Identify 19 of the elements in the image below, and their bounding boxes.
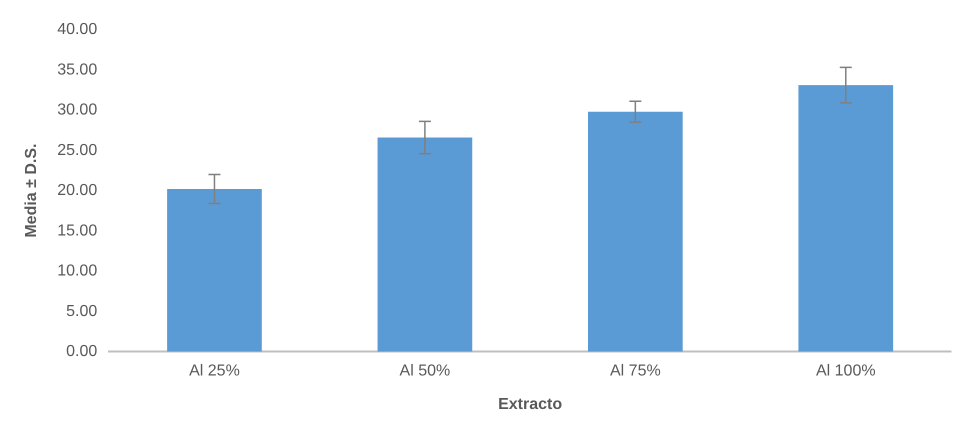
y-tick-label: 40.00 — [57, 21, 98, 38]
bar — [167, 188, 262, 352]
x-tick-label: Al 75% — [610, 362, 661, 380]
x-tick-label: Al 25% — [189, 362, 240, 380]
bar — [378, 137, 472, 352]
y-tick-label: 35.00 — [57, 61, 98, 78]
y-tick-label: 30.00 — [57, 102, 98, 119]
y-tick-label: 25.00 — [57, 142, 98, 159]
y-tick-label: 20.00 — [57, 182, 98, 200]
y-tick-label: 10.00 — [57, 262, 98, 280]
bar — [588, 112, 683, 352]
y-tick-label: 0.00 — [66, 343, 98, 360]
x-axis-title: Extracto — [498, 396, 562, 413]
x-tick-label: Al 100% — [816, 362, 876, 380]
bar — [798, 85, 894, 352]
x-tick-label: Al 50% — [400, 362, 450, 380]
y-tick-label: 15.00 — [57, 222, 98, 240]
y-axis-title: Media ± D.S. — [23, 144, 40, 238]
y-tick-label: 5.00 — [66, 302, 98, 320]
